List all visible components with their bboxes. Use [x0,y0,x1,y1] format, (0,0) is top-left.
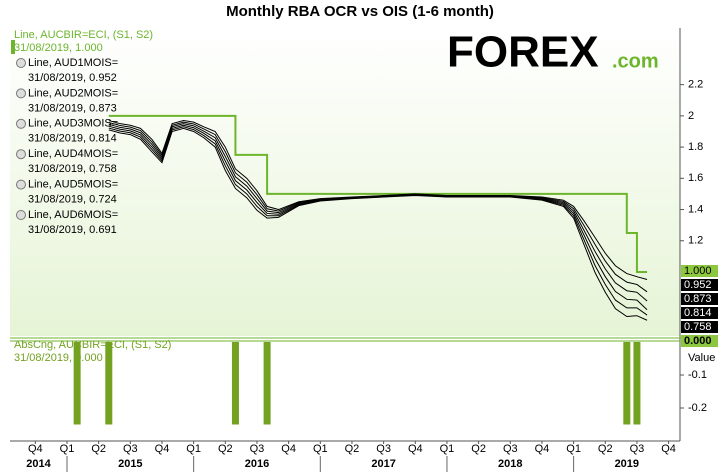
year-label: 2017 [371,458,395,470]
bar [231,341,239,425]
x-tick-label: Q3 [376,443,391,455]
legend-icon [16,179,26,190]
legend-value: 31/08/2019, 0.724 [28,194,117,206]
series-line [108,120,648,280]
legend-icon [16,210,26,220]
bar [263,341,271,425]
value-box [681,307,718,319]
x-tick-label: Q2 [471,443,486,455]
year-label: 2015 [118,458,142,470]
x-tick-label: Q2 [218,443,233,455]
x-tick-label: Q1 [566,443,581,455]
y-tick-label: 1.8 [688,141,703,153]
logo-domain: .com [612,50,659,72]
value-box-label: 0.000 [684,335,712,347]
series-line [108,124,648,311]
legend-label: Line, AUD5MOIS= [28,179,118,191]
legend-icon [16,58,26,68]
x-tick-label: Q3 [250,443,265,455]
legend-value: 31/08/2019, 0.952 [28,72,117,84]
x-tick-label: Q4 [28,443,43,455]
legend-label: AbsCng, AUCBIR=ECI, (S1, S2) [14,339,171,351]
legend-icon [16,88,26,99]
y-tick-label: 2 [688,110,694,122]
x-tick-label: Q2 [91,443,106,455]
legend-label: Line, AUD6MOIS= [28,209,118,221]
logo-brand: FOREX [447,28,599,77]
x-tick-label: Q3 [123,443,138,455]
chart-title: Monthly RBA OCR vs OIS (1-6 month) [226,3,494,20]
legend-value: 31/08/2019, 0.814 [28,133,117,145]
x-tick-label: Q2 [598,443,613,455]
y-tick-label: -0.2 [688,402,707,414]
year-label: 2016 [245,458,269,470]
legend-value: 31/08/2019, 0.691 [28,224,117,236]
legend-label: Line, AUD1MOIS= [28,57,118,69]
y-tick-label: -0.1 [688,369,707,381]
series-line [108,114,648,273]
x-tick-label: Q4 [281,443,296,455]
bar [633,341,641,425]
y-tick-label: 1.4 [688,203,703,215]
legend-label: Line, AUD2MOIS= [28,87,118,99]
year-label: 2019 [615,458,639,470]
legend-icon [16,149,26,160]
x-tick-label: Q1 [313,443,328,455]
y-tick-label: 2.2 [688,79,703,91]
x-tick-label: Q4 [661,443,676,455]
value-box [681,279,718,291]
legend-label: Line, AUD3MOIS= [28,118,118,130]
legend-icon [16,118,26,129]
value-box [681,335,718,347]
x-tick-label: Q3 [503,443,518,455]
y-tick-label: 1.6 [688,172,703,184]
series-line [108,127,648,321]
value-box-label: 0.814 [684,307,712,319]
series-line [108,126,648,316]
series-line [108,121,648,293]
legend-label: Line, AUCBIR=ECI, (S1, S2) [14,29,153,41]
value-box [681,265,718,277]
legend-label: Line, AUD4MOIS= [28,148,118,160]
bar [73,341,81,425]
value-box-label: 0.758 [684,321,712,333]
bar [623,341,631,425]
x-tick-label: Q4 [155,443,170,455]
value-box [681,321,718,333]
lower-plot-background [10,340,680,441]
series-line [108,123,648,302]
legend-value: 31/08/2019, 0.000 [14,352,103,364]
x-tick-label: Q1 [440,443,455,455]
value-box-label: 0.952 [684,279,712,291]
value-box-label: 1.000 [684,265,712,277]
plot-background [10,30,680,336]
x-tick-label: Q4 [408,443,423,455]
x-tick-label: Q3 [630,443,645,455]
y-axis-label: Value [688,352,715,364]
legend-value: 31/08/2019, 0.758 [28,163,117,175]
x-tick-label: Q2 [345,443,360,455]
value-box-label: 0.873 [684,293,712,305]
x-tick-label: Q1 [60,443,75,455]
year-label: 2018 [498,458,522,470]
legend-value: 31/08/2019, 0.873 [28,102,117,114]
x-tick-label: Q4 [535,443,550,455]
y-tick-label: 1.2 [688,235,703,247]
year-label: 2014 [26,458,51,470]
x-tick-label: Q1 [186,443,201,455]
legend-marker [11,40,15,54]
legend-value: 31/08/2019, 1.000 [14,42,103,54]
value-box [681,293,718,305]
bar [105,341,113,425]
